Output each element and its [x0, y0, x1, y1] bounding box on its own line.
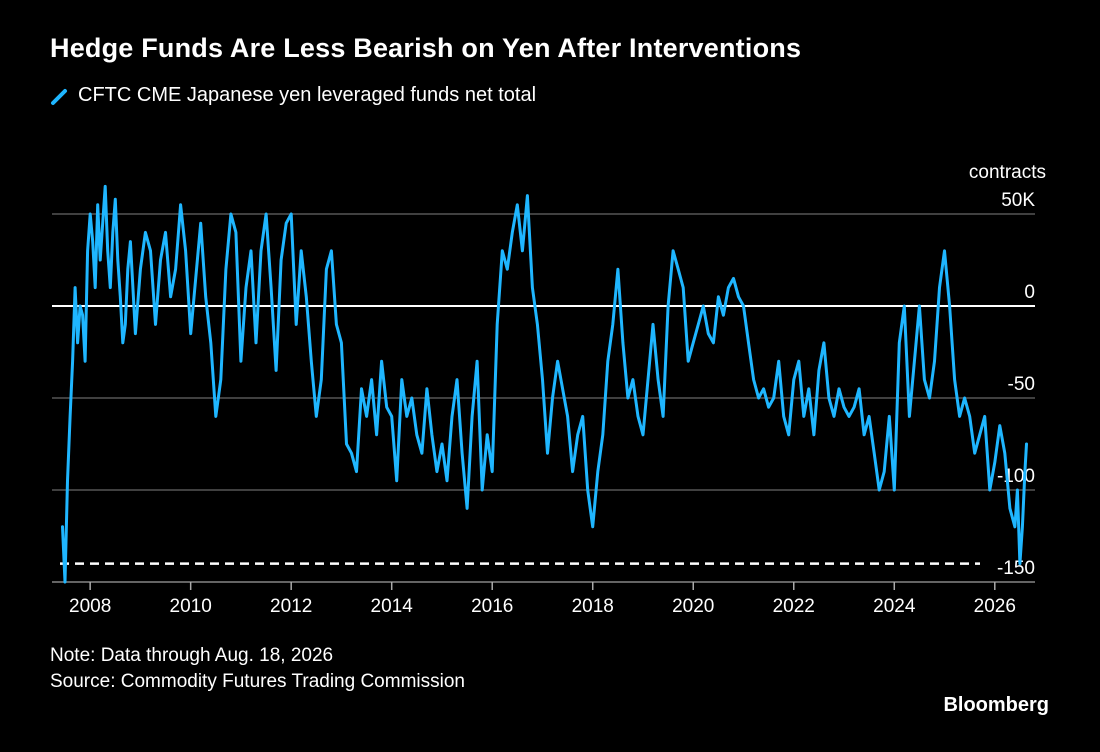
x-tick-label: 2018 [572, 596, 614, 617]
x-tick-label: 2022 [773, 596, 815, 617]
x-tick-label: 2008 [69, 596, 111, 617]
source-text: Source: Commodity Futures Trading Commis… [50, 671, 465, 692]
x-tick-label: 2020 [672, 596, 714, 617]
x-tick-label: 2016 [471, 596, 513, 617]
chart-title: Hedge Funds Are Less Bearish on Yen Afte… [50, 33, 802, 63]
x-tick-label: 2010 [170, 596, 212, 617]
legend-line-icon [51, 88, 67, 105]
y-tick-label: 50K [1001, 190, 1035, 211]
note-text: Note: Data through Aug. 18, 2026 [50, 645, 334, 666]
x-tick-label: 2014 [371, 596, 414, 617]
y-tick-label: 0 [1024, 282, 1035, 303]
bloomberg-logo: Bloomberg [943, 694, 1049, 716]
footnote: Note: Data through Aug. 18, 2026 Source:… [50, 643, 465, 695]
x-tick-label: 2026 [974, 596, 1016, 617]
x-tick-label: 2024 [873, 596, 916, 617]
x-tick-label: 2012 [270, 596, 312, 617]
y-tick-label: -50 [1008, 374, 1035, 395]
legend-label: CFTC CME Japanese yen leveraged funds ne… [78, 84, 537, 106]
y-tick-label: -150 [997, 558, 1035, 579]
series-line [61, 184, 1028, 584]
y-tick-label: -100 [997, 466, 1035, 487]
legend: CFTC CME Japanese yen leveraged funds ne… [50, 84, 536, 107]
y-axis-unit-label: contracts [968, 162, 1046, 183]
